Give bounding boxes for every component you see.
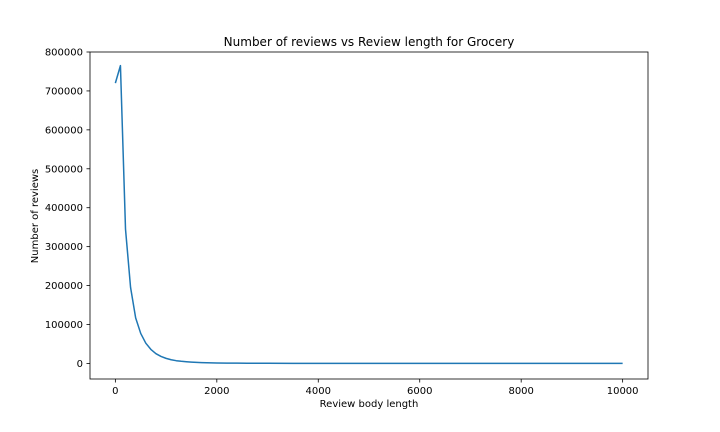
x-tick-label: 4000 xyxy=(306,386,331,397)
x-axis-ticks: 0 2000 4000 6000 8000 10000 xyxy=(112,379,639,397)
x-tick-label: 2000 xyxy=(204,386,229,397)
y-tick-label: 0 xyxy=(77,359,83,370)
plot-area xyxy=(89,51,649,380)
chart-title: Number of reviews vs Review length for G… xyxy=(224,35,515,49)
x-axis-label: Review body length xyxy=(320,399,419,410)
y-tick-label: 400000 xyxy=(45,203,83,214)
x-tick-label: 6000 xyxy=(407,386,432,397)
x-tick-label: 10000 xyxy=(607,386,639,397)
axes-frame xyxy=(89,51,649,380)
series-line-0 xyxy=(114,64,623,365)
y-tick-label: 500000 xyxy=(45,164,83,175)
y-tick-label: 800000 xyxy=(45,48,83,59)
y-tick-label: 100000 xyxy=(45,320,83,331)
y-tick-label: 200000 xyxy=(45,281,83,292)
y-axis-ticks: 0 100000 200000 300000 400000 500000 600000 700… xyxy=(45,48,90,370)
y-tick-label: 700000 xyxy=(45,86,83,97)
y-axis-label: Number of reviews xyxy=(30,169,41,263)
y-tick-label: 300000 xyxy=(45,242,83,253)
x-tick-label: 8000 xyxy=(508,386,533,397)
x-tick-label: 0 xyxy=(112,386,118,397)
y-tick-label: 600000 xyxy=(45,125,83,136)
